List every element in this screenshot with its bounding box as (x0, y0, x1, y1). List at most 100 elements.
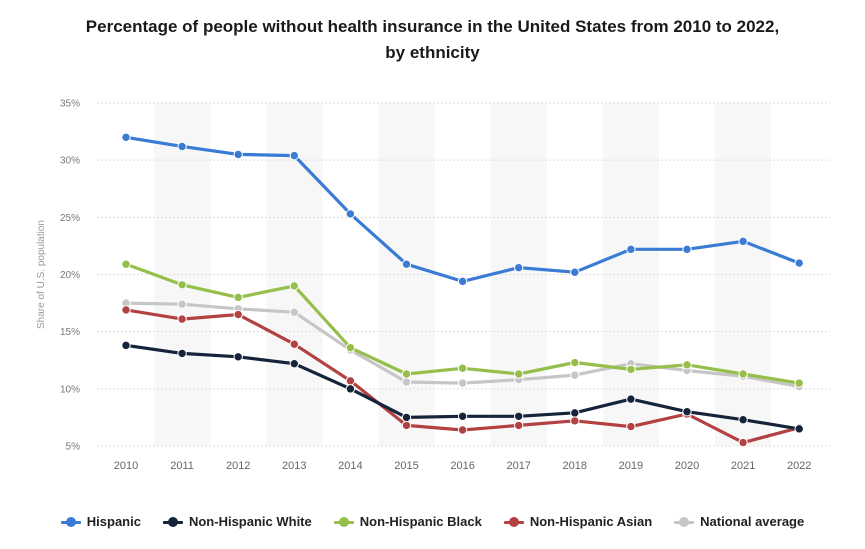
x-tick-label: 2012 (226, 460, 250, 472)
series-line-non-hispanic-asian (124, 308, 801, 445)
series-non-hispanic-asian (121, 305, 804, 448)
data-point-hispanic (121, 132, 131, 143)
series-non-hispanic-black (121, 259, 804, 388)
y-tick-label: 15% (60, 327, 80, 338)
legend-item-non-hispanic-black[interactable]: Non-Hispanic Black (333, 514, 482, 529)
data-point-non-hispanic-asian (738, 437, 748, 448)
data-point-hispanic (345, 209, 356, 219)
data-point-non-hispanic-black (121, 259, 131, 269)
data-point-non-hispanic-black (233, 292, 243, 303)
data-point-non-hispanic-white (401, 412, 412, 423)
x-axis-ticks: 2010 2011 2012 2013 2014 2015 2016 2017 2018 2019… (114, 460, 812, 472)
series-line-hispanic (124, 135, 801, 283)
data-point-non-hispanic-asian (233, 309, 243, 320)
x-tick-label: 2017 (506, 460, 530, 472)
data-point-hispanic (738, 236, 748, 247)
legend-swatch-dot (679, 516, 690, 527)
data-point-non-hispanic-asian (289, 339, 299, 349)
data-point-non-hispanic-white (121, 340, 131, 351)
data-point-non-hispanic-black (345, 342, 356, 353)
legend-item-non-hispanic-white[interactable]: Non-Hispanic White (162, 514, 312, 529)
legend-item-hispanic[interactable]: Hispanic (60, 514, 141, 529)
x-tick-label: 2018 (563, 460, 587, 472)
data-point-non-hispanic-white (289, 358, 299, 369)
data-point-non-hispanic-white (177, 348, 187, 359)
data-point-hispanic (401, 259, 412, 269)
data-point-non-hispanic-white (345, 384, 356, 394)
series-hispanic (121, 132, 804, 287)
data-point-national-average (457, 378, 468, 388)
data-point-non-hispanic-asian (570, 416, 580, 426)
x-tick-label: 2010 (114, 460, 138, 472)
data-point-non-hispanic-black (682, 360, 692, 370)
y-tick-label: 5% (66, 442, 81, 453)
data-point-non-hispanic-white (794, 424, 804, 434)
legend-swatch (162, 516, 183, 528)
legend-label: Non-Hispanic Asian (529, 514, 653, 529)
data-point-non-hispanic-asian (457, 425, 468, 435)
data-point-non-hispanic-asian (401, 420, 412, 431)
data-point-non-hispanic-white (514, 411, 524, 421)
data-point-non-hispanic-asian (345, 376, 356, 386)
legend-swatch (333, 516, 354, 528)
data-point-non-hispanic-black (514, 369, 524, 379)
data-point-hispanic (177, 141, 187, 152)
data-point-non-hispanic-black (738, 369, 748, 379)
data-point-non-hispanic-white (457, 411, 468, 421)
legend-swatch-dot (338, 516, 349, 527)
data-point-non-hispanic-black (794, 378, 804, 388)
legend-swatch-dot (508, 516, 519, 527)
x-tick-label: 2022 (787, 460, 811, 472)
data-point-non-hispanic-white (233, 352, 243, 362)
legend-label: Hispanic (86, 514, 141, 529)
data-point-hispanic (794, 258, 804, 268)
y-tick-label: 30% (60, 156, 80, 167)
y-axis-ticks: 5% 10% 15% 20% 25% 30% 35% (60, 99, 80, 453)
legend-swatch-dot (65, 516, 76, 527)
legend: Hispanic Non-Hispanic White Non-Hispanic B… (0, 514, 865, 529)
data-point-non-hispanic-black (570, 357, 580, 368)
data-point-non-hispanic-black (626, 364, 636, 375)
data-point-non-hispanic-black (289, 281, 299, 291)
chart-title-line-2: by ethnicity (385, 43, 480, 62)
x-tick-label: 2015 (394, 460, 418, 472)
x-tick-label: 2019 (619, 460, 643, 472)
data-point-non-hispanic-white (570, 408, 580, 418)
legend-swatch (503, 516, 524, 528)
data-point-non-hispanic-black (457, 363, 468, 373)
data-point-non-hispanic-black (401, 369, 412, 379)
data-point-non-hispanic-asian (514, 420, 524, 431)
data-point-hispanic (289, 150, 299, 161)
data-point-national-average (401, 377, 412, 387)
legend-item-non-hispanic-asian[interactable]: Non-Hispanic Asian (503, 514, 653, 529)
data-point-non-hispanic-asian (177, 314, 187, 324)
series-national-average (121, 298, 804, 392)
data-point-non-hispanic-asian (121, 305, 131, 315)
x-tick-label: 2016 (450, 460, 474, 472)
chart-title: Percentage of people without health insu… (0, 14, 865, 66)
series-non-hispanic-white (121, 340, 804, 434)
y-tick-label: 10% (60, 384, 80, 395)
legend-label: National average (700, 514, 805, 529)
y-axis-label: Share of U.S. population (36, 220, 47, 329)
legend-swatch-dot (167, 516, 178, 527)
legend-swatch (60, 516, 81, 528)
data-point-hispanic (457, 276, 468, 287)
data-point-hispanic (626, 244, 636, 255)
data-point-national-average (289, 307, 299, 317)
data-point-national-average (570, 370, 580, 380)
y-tick-label: 20% (60, 270, 80, 281)
legend-swatch (674, 516, 695, 528)
y-tick-label: 35% (60, 99, 80, 110)
data-point-national-average (177, 299, 187, 309)
legend-item-national-average[interactable]: National average (674, 514, 804, 529)
y-tick-label: 25% (60, 213, 80, 224)
series-group (121, 132, 804, 448)
data-point-hispanic (233, 149, 243, 160)
data-point-hispanic (682, 244, 692, 255)
data-point-non-hispanic-black (177, 280, 187, 290)
data-point-non-hispanic-asian (626, 421, 636, 432)
x-tick-label: 2013 (282, 460, 306, 472)
